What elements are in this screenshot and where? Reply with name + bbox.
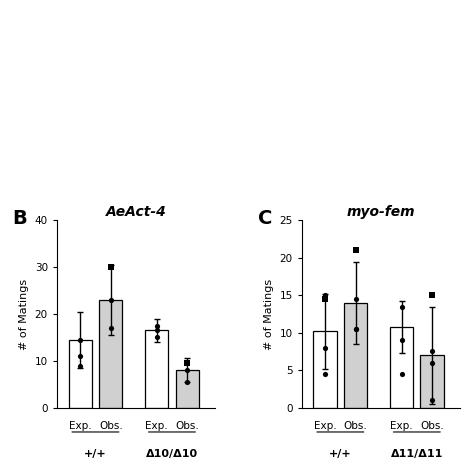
- Text: Exp.: Exp.: [69, 421, 91, 431]
- Text: Obs.: Obs.: [344, 421, 367, 431]
- Point: [352, 325, 359, 333]
- Point: [183, 359, 191, 367]
- Point: [76, 336, 84, 344]
- Point: [153, 322, 160, 329]
- Point: [107, 296, 115, 304]
- Text: B: B: [13, 209, 27, 228]
- Bar: [99, 300, 122, 408]
- Bar: [344, 303, 367, 408]
- Text: +/+: +/+: [329, 449, 352, 459]
- Text: Obs.: Obs.: [99, 421, 123, 431]
- Text: Exp.: Exp.: [314, 421, 337, 431]
- Bar: [69, 340, 92, 408]
- Text: Δ11/Δ11: Δ11/Δ11: [391, 449, 443, 459]
- Bar: [390, 327, 413, 408]
- Point: [352, 325, 359, 333]
- Point: [398, 370, 405, 378]
- Point: [76, 352, 84, 360]
- Bar: [175, 370, 199, 408]
- Text: Exp.: Exp.: [390, 421, 413, 431]
- Text: Exp.: Exp.: [146, 421, 168, 431]
- Point: [321, 292, 329, 299]
- Point: [183, 378, 191, 386]
- Point: [107, 324, 115, 332]
- Text: Obs.: Obs.: [420, 421, 444, 431]
- Title: myo-fem: myo-fem: [346, 205, 415, 219]
- Bar: [420, 355, 444, 408]
- Point: [321, 344, 329, 352]
- Point: [398, 303, 405, 310]
- Bar: [313, 331, 337, 408]
- Point: [153, 334, 160, 341]
- Point: [321, 295, 329, 303]
- Point: [352, 295, 359, 303]
- Y-axis label: # of Matings: # of Matings: [264, 278, 274, 350]
- Title: AeAct-4: AeAct-4: [106, 205, 166, 219]
- Bar: [145, 330, 168, 408]
- Point: [183, 366, 191, 374]
- Point: [107, 264, 115, 271]
- Y-axis label: # of Matings: # of Matings: [19, 278, 29, 350]
- Text: Δ10/Δ10: Δ10/Δ10: [146, 449, 198, 459]
- Point: [352, 246, 359, 254]
- Point: [76, 362, 84, 369]
- Text: +/+: +/+: [84, 449, 107, 459]
- Point: [153, 327, 160, 334]
- Text: C: C: [257, 209, 272, 228]
- Point: [321, 370, 329, 378]
- Point: [428, 396, 436, 404]
- Text: Obs.: Obs.: [175, 421, 199, 431]
- Point: [428, 292, 436, 299]
- Point: [398, 337, 405, 344]
- Point: [428, 347, 436, 355]
- Point: [428, 359, 436, 366]
